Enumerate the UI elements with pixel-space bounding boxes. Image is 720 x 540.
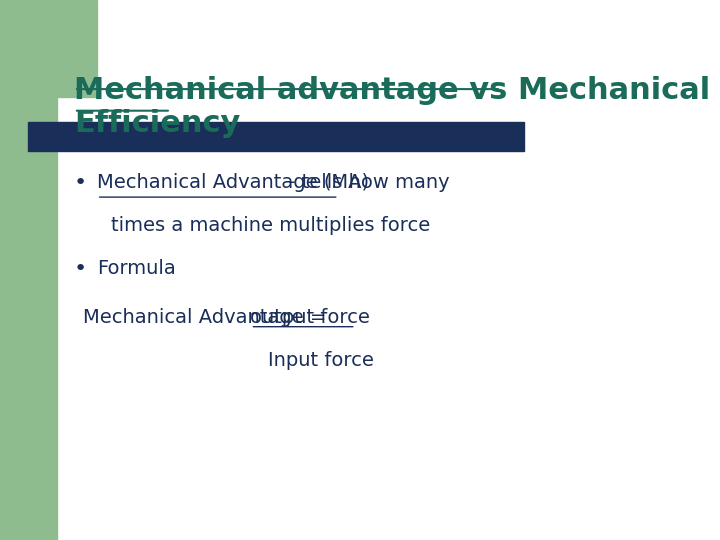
Text: times a machine multiplies force: times a machine multiplies force: [111, 216, 431, 235]
Text: Input force: Input force: [268, 351, 374, 370]
Text: •: •: [74, 259, 87, 279]
Text: - tells how many: - tells how many: [282, 173, 449, 192]
Text: Formula: Formula: [96, 259, 176, 278]
Text: •: •: [74, 173, 87, 193]
Text: output force: output force: [251, 308, 370, 327]
Text: Mechanical Advantage =: Mechanical Advantage =: [83, 308, 332, 327]
Bar: [0, 0, 57, 540]
Bar: [29, 122, 523, 151]
Bar: [0, 0, 96, 97]
Text: Mechanical Advantage (MA): Mechanical Advantage (MA): [96, 173, 369, 192]
Text: Mechanical advantage vs Mechanical
Efficiency: Mechanical advantage vs Mechanical Effic…: [74, 76, 710, 138]
